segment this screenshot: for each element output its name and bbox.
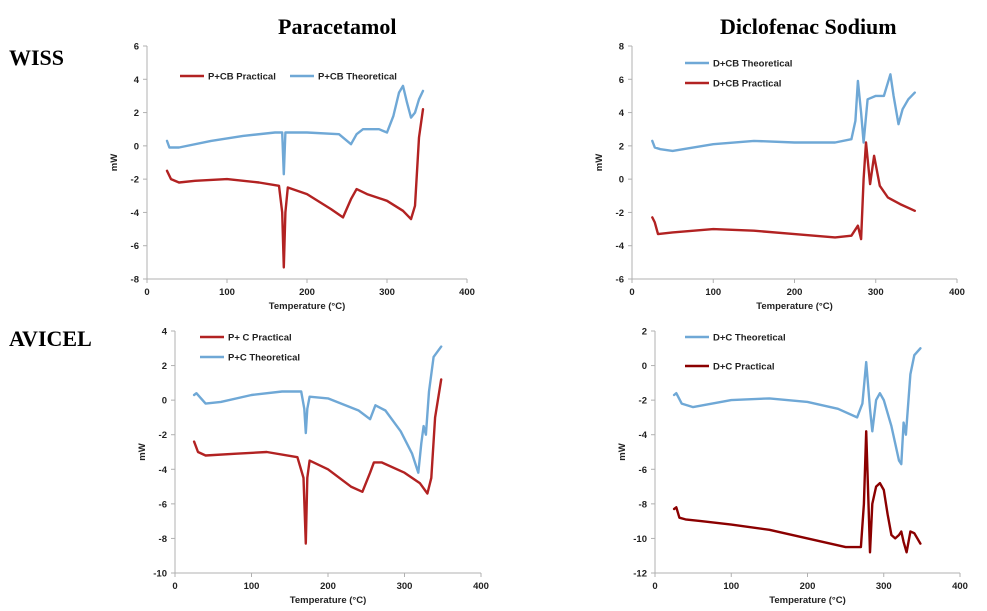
chart-diclofenac-wiss: -6 -4 -2 0 2 4 6 8 0 100 200 300 400 Temperature (°C)… <box>594 42 965 313</box>
chart-paracetamol-wiss: -8 -6 -4 -2 0 2 4 6 0 100 200 300 400 Temperature (°C… <box>109 42 475 313</box>
y-tick-label: 8 <box>619 42 624 53</box>
x-tick-label: 300 <box>868 287 884 298</box>
y-tick-label: -4 <box>639 430 648 441</box>
x-tick-label: 100 <box>705 287 721 298</box>
series-line-1 <box>651 73 916 153</box>
series-line-2 <box>672 430 922 554</box>
column-title-diclofenac: Diclofenac Sodium <box>720 14 897 39</box>
legend-entry: P+CB Theoretical <box>318 72 397 83</box>
y-tick-label: -8 <box>159 534 167 545</box>
chart-paracetamol-avicel: -10 -8 -6 -4 -2 0 2 4 0 100 200 300 400 Temperature (… <box>137 327 489 607</box>
y-tick-label: -6 <box>616 275 624 286</box>
x-tick-label: 200 <box>800 581 816 592</box>
y-tick-label: -4 <box>616 241 625 252</box>
row-label-avicel: AVICEL <box>9 326 92 351</box>
x-tick-label: 200 <box>299 287 315 298</box>
x-tick-label: 400 <box>473 581 489 592</box>
x-tick-label: 0 <box>652 581 657 592</box>
legend-entry: P+ C Practical <box>228 333 292 344</box>
x-axis-label: Temperature (°C) <box>269 301 345 312</box>
y-tick-label: 2 <box>162 361 167 372</box>
y-tick-label: 0 <box>642 361 647 372</box>
x-tick-label: 400 <box>459 287 475 298</box>
x-tick-label: 100 <box>723 581 739 592</box>
y-tick-label: 0 <box>134 141 139 152</box>
x-tick-label: 300 <box>379 287 395 298</box>
series-line-1 <box>192 378 443 545</box>
x-tick-label: 0 <box>144 287 149 298</box>
x-tick-label: 100 <box>244 581 260 592</box>
x-tick-label: 400 <box>952 581 968 592</box>
y-tick-label: -4 <box>159 465 168 476</box>
y-tick-label: -6 <box>639 465 647 476</box>
series-line-2 <box>651 141 916 241</box>
y-tick-label: -2 <box>639 396 647 407</box>
chart-diclofenac-avicel: -12 -10 -8 -6 -4 -2 0 2 0 100 200 300 400 Temperature… <box>617 327 968 607</box>
x-tick-label: 0 <box>629 287 634 298</box>
x-axis-label: Temperature (°C) <box>769 595 845 606</box>
y-tick-label: -8 <box>131 275 139 286</box>
legend-entry: D+CB Practical <box>713 79 781 90</box>
series-line-2 <box>192 345 443 474</box>
y-tick-label: 6 <box>619 75 624 86</box>
legend-entry: P+CB Practical <box>208 72 276 83</box>
y-axis-label: mW <box>617 443 628 460</box>
y-tick-label: -12 <box>633 569 647 580</box>
y-tick-label: 0 <box>619 175 624 186</box>
y-tick-label: -10 <box>153 569 167 580</box>
y-tick-label: -6 <box>159 499 167 510</box>
x-tick-label: 400 <box>949 287 965 298</box>
y-axis-label: mW <box>137 443 148 460</box>
x-tick-label: 200 <box>787 287 803 298</box>
y-tick-label: -2 <box>616 208 624 219</box>
legend-entry: D+CB Theoretical <box>713 59 792 70</box>
y-tick-label: -8 <box>639 499 647 510</box>
y-axis-label: mW <box>594 154 605 171</box>
x-tick-label: 300 <box>397 581 413 592</box>
series-line-1 <box>672 347 922 466</box>
x-tick-label: 200 <box>320 581 336 592</box>
x-axis-label: Temperature (°C) <box>290 595 366 606</box>
legend-entry: P+C Theoretical <box>228 353 300 364</box>
legend-entry: D+C Practical <box>713 362 775 373</box>
x-axis-label: Temperature (°C) <box>756 301 832 312</box>
y-tick-label: 4 <box>162 327 168 338</box>
y-tick-label: 0 <box>162 396 167 407</box>
x-tick-label: 300 <box>876 581 892 592</box>
y-tick-label: -10 <box>633 534 647 545</box>
x-tick-label: 100 <box>219 287 235 298</box>
series-line-1 <box>165 107 425 269</box>
x-tick-label: 0 <box>172 581 177 592</box>
y-tick-label: 6 <box>134 42 139 53</box>
y-tick-label: 2 <box>134 108 139 119</box>
y-axis-label: mW <box>109 154 120 171</box>
y-tick-label: -6 <box>131 241 139 252</box>
series-line-2 <box>165 84 425 176</box>
y-tick-label: -2 <box>131 175 139 186</box>
y-tick-label: 2 <box>642 327 647 338</box>
y-tick-label: -2 <box>159 430 167 441</box>
y-tick-label: 2 <box>619 141 624 152</box>
column-title-paracetamol: Paracetamol <box>278 14 397 39</box>
y-tick-label: -4 <box>131 208 140 219</box>
y-tick-label: 4 <box>619 108 625 119</box>
row-label-wiss: WISS <box>9 45 65 70</box>
legend-entry: D+C Theoretical <box>713 333 786 344</box>
y-tick-label: 4 <box>134 75 140 86</box>
